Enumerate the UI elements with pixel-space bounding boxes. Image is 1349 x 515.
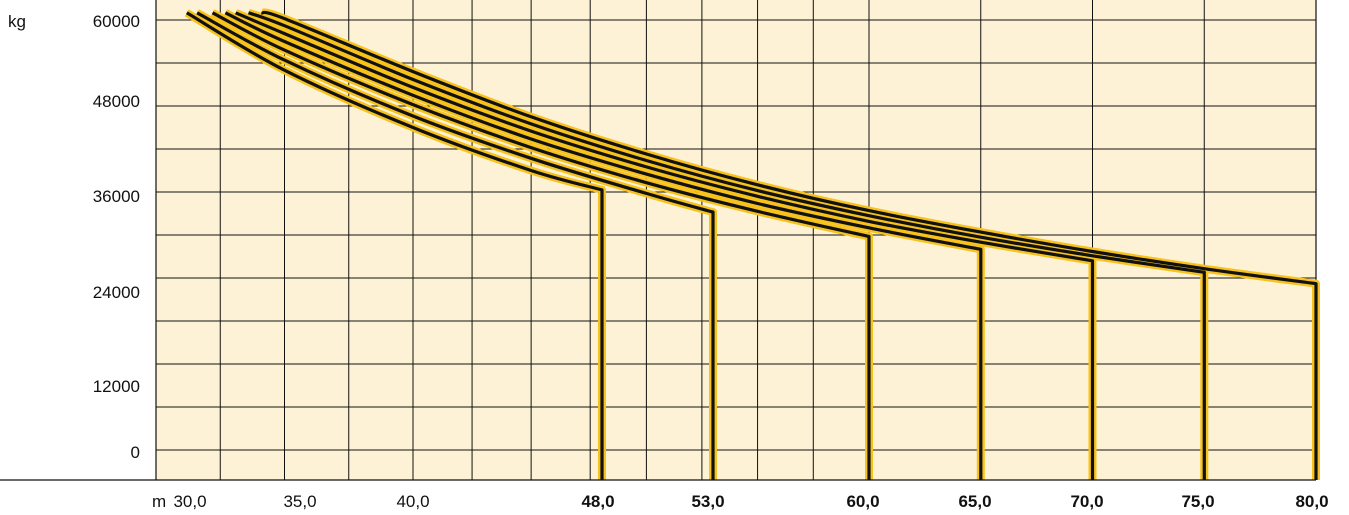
capacity-curve-1: [196, 11, 715, 480]
capacity-curves: [184, 8, 1320, 480]
x-tick-label: 60,0: [846, 492, 879, 511]
x-tick-label: 80,0: [1295, 492, 1328, 511]
x-unit-label: m: [152, 492, 166, 511]
x-tick-label: 30,0: [173, 492, 206, 511]
x-tick-label: 75,0: [1181, 492, 1214, 511]
x-tick-label: 53,0: [691, 492, 724, 511]
capacity-curve-4: [235, 11, 1095, 480]
y-tick-label: 0: [131, 443, 140, 462]
y-tick-label: 12000: [93, 377, 140, 396]
y-tick-label: 48000: [93, 92, 140, 111]
capacity-curve-3: [224, 11, 983, 480]
y-unit-label: kg: [8, 12, 26, 31]
capacity-curve-6: [260, 10, 1318, 480]
capacity-curve-0: [185, 11, 604, 480]
x-tick-label: 35,0: [283, 492, 316, 511]
y-tick-label: 36000: [93, 187, 140, 206]
grid-lines: [155, 0, 1317, 480]
capacity-curve-5: [247, 11, 1206, 480]
capacity-curve-2: [211, 11, 871, 480]
y-tick-label: 24000: [93, 283, 140, 302]
x-tick-label: 70,0: [1070, 492, 1103, 511]
x-tick-label: 48,0: [581, 492, 614, 511]
x-tick-label: 40,0: [396, 492, 429, 511]
y-tick-label: 60000: [93, 12, 140, 31]
x-tick-label: 65,0: [958, 492, 991, 511]
